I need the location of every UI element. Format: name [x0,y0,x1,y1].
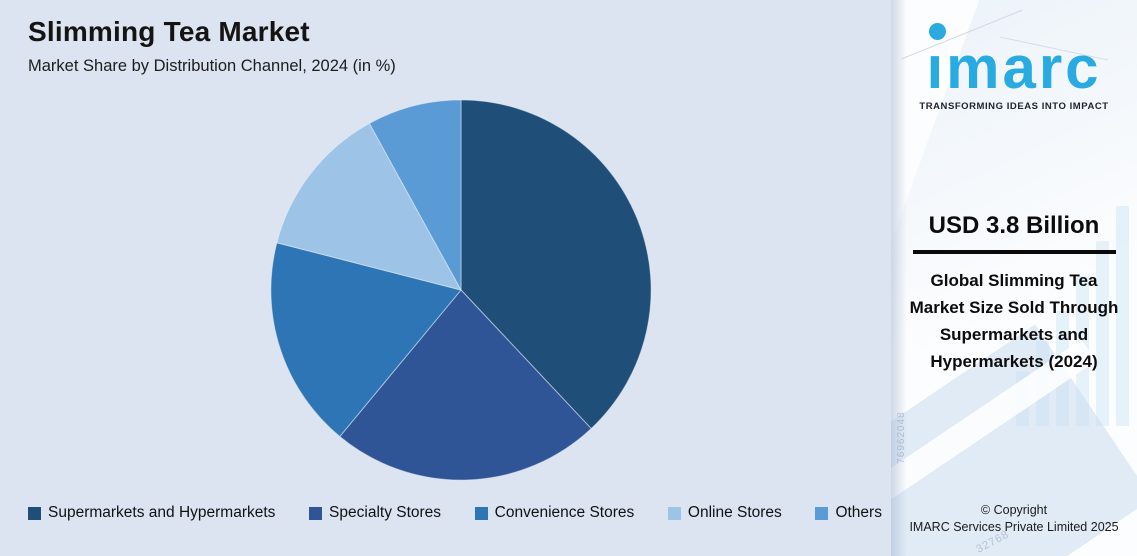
market-stat-block: USD 3.8 Billion Global Slimming Tea Mark… [891,212,1137,375]
pie-slice-2 [270,242,462,438]
legend-label: Specialty Stores [329,504,442,521]
legend-label: Others [835,504,882,521]
legend-swatch-online-icon [667,506,681,520]
stat-value: USD 3.8 Billion [928,212,1100,239]
copyright-line1: © Copyright [980,503,1048,517]
chart-panel: Slimming Tea Market Market Share by Dist… [28,16,882,522]
imarc-logo-text: ımarc [926,34,1102,101]
legend-item-specialty-stores: Specialty Stores [309,504,441,522]
pie-chart-svg [270,99,652,481]
stat-divider [912,250,1116,254]
legend-item-others: Others [815,504,882,522]
stat-description: Global Slimming Tea Market Size Sold Thr… [909,271,1119,371]
imarc-logo-dot-icon [929,23,947,40]
legend-swatch-others-icon [815,506,829,520]
legend-label: Online Stores [687,504,782,521]
pie-slice-4 [368,99,462,291]
chart-title: Slimming Tea Market [28,16,310,47]
chart-subtitle: Market Share by Distribution Channel, 20… [28,57,396,75]
legend-item-online-stores: Online Stores [667,504,782,522]
imarc-logo: ımarc TRANSFORMING IDEAS INTO IMPACT [891,0,1137,112]
legend-swatch-convenience-icon [474,506,488,520]
copyright-line2: IMARC Services Private Limited 2025 [909,520,1119,534]
watermark-number: 76962048 [895,411,907,464]
legend-label: Convenience Stores [494,504,635,521]
pie-chart [266,95,656,485]
legend-label: Supermarkets and Hypermarkets [48,504,276,521]
legend-swatch-supermarkets-icon [28,506,41,520]
brand-sidebar: 76962048 32768 ımarc TRANSFORMING IDEAS … [891,0,1137,556]
copyright-notice: © Copyright IMARC Services Private Limit… [891,502,1137,536]
pie-slice-0 [460,99,652,430]
legend-item-supermarkets-and-hypermarkets: Supermarkets and Hypermarkets [28,504,275,522]
chart-legend: Supermarkets and Hypermarkets Specialty … [28,504,882,522]
legend-swatch-specialty-icon [309,506,323,520]
title-block: Slimming Tea Market Market Share by Dist… [28,16,396,76]
imarc-logo-tagline: TRANSFORMING IDEAS INTO IMPACT [919,101,1109,113]
legend-item-convenience-stores: Convenience Stores [474,504,635,522]
pie-slice-1 [339,289,592,481]
pie-slice-3 [276,122,462,291]
